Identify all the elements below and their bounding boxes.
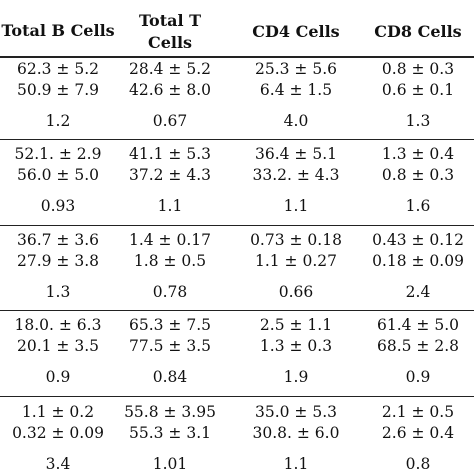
ratio-cell: 1.1 <box>283 455 309 473</box>
table-rule <box>0 139 474 140</box>
column-header: CD8 Cells <box>374 22 462 41</box>
table-cell: 41.1 ± 5.3 <box>128 145 211 163</box>
table-cell: 0.8 ± 0.3 <box>381 60 455 78</box>
table-cell: 1.1 ± 0.2 <box>21 403 95 421</box>
ratio-cell: 0.93 <box>40 197 76 215</box>
ratio-cell: 1.9 <box>283 368 309 386</box>
table-cell: 0.73 ± 0.18 <box>250 231 342 249</box>
table-cell: 36.7 ± 3.6 <box>16 231 99 249</box>
table-cell: 0.43 ± 0.12 <box>372 231 464 249</box>
table-rule <box>0 310 474 311</box>
table-cell: 55.8 ± 3.95 <box>124 403 216 421</box>
column-header: Total B Cells <box>1 21 115 40</box>
table-cell: 28.4 ± 5.2 <box>128 60 211 78</box>
table-cell: 37.2 ± 4.3 <box>128 166 211 184</box>
table-cell: 56.0 ± 5.0 <box>16 166 99 184</box>
table-cell: 33.2. ± 4.3 <box>252 166 340 184</box>
table-cell: 1.4 ± 0.17 <box>128 231 211 249</box>
table-cell: 2.5 ± 1.1 <box>259 316 333 334</box>
ratio-cell: 1.3 <box>45 283 71 301</box>
column-header: CD4 Cells <box>252 22 340 41</box>
table-cell: 50.9 ± 7.9 <box>16 81 99 99</box>
table-cell: 55.3 ± 3.1 <box>128 424 211 442</box>
ratio-cell: 0.9 <box>45 368 71 386</box>
ratio-cell: 2.4 <box>405 283 431 301</box>
table-cell: 68.5 ± 2.8 <box>376 337 459 355</box>
table-cell: 30.8. ± 6.0 <box>252 424 340 442</box>
table-cell: 0.18 ± 0.09 <box>372 252 464 270</box>
ratio-cell: 1.6 <box>405 197 431 215</box>
table-cell: 61.4 ± 5.0 <box>376 316 459 334</box>
table-cell: 1.3 ± 0.4 <box>381 145 455 163</box>
table-rule <box>0 396 474 397</box>
column-header: Total T Cells <box>138 11 202 52</box>
ratio-cell: 1.1 <box>283 197 309 215</box>
table-cell: 20.1 ± 3.5 <box>16 337 99 355</box>
ratio-cell: 0.8 <box>405 455 431 473</box>
table-cell: 25.3 ± 5.6 <box>254 60 337 78</box>
table-cell: 1.1 ± 0.27 <box>254 252 337 270</box>
table-rule <box>0 56 474 58</box>
ratio-cell: 1.2 <box>45 112 71 130</box>
table-cell: 62.3 ± 5.2 <box>16 60 99 78</box>
table-cell: 18.0. ± 6.3 <box>14 316 102 334</box>
ratio-cell: 0.9 <box>405 368 431 386</box>
table-cell: 0.6 ± 0.1 <box>381 81 455 99</box>
table-cell: 27.9 ± 3.8 <box>16 252 99 270</box>
table-cell: 36.4 ± 5.1 <box>254 145 337 163</box>
table-cell: 1.8 ± 0.5 <box>133 252 207 270</box>
ratio-cell: 0.78 <box>152 283 188 301</box>
ratio-cell: 0.66 <box>278 283 314 301</box>
table-rule <box>0 225 474 226</box>
ratio-cell: 1.1 <box>157 197 183 215</box>
table-cell: 2.6 ± 0.4 <box>381 424 455 442</box>
table-cell: 65.3 ± 7.5 <box>128 316 211 334</box>
table-cell: 6.4 ± 1.5 <box>259 81 333 99</box>
ratio-cell: 1.3 <box>405 112 431 130</box>
table-cell: 35.0 ± 5.3 <box>254 403 337 421</box>
table-cell: 42.6 ± 8.0 <box>128 81 211 99</box>
ratio-cell: 1.01 <box>152 455 188 473</box>
table-cell: 1.3 ± 0.3 <box>259 337 333 355</box>
ratio-cell: 3.4 <box>45 455 71 473</box>
table-cell: 0.32 ± 0.09 <box>12 424 104 442</box>
table-cell: 2.1 ± 0.5 <box>381 403 455 421</box>
table-cell: 52.1. ± 2.9 <box>14 145 102 163</box>
ratio-cell: 4.0 <box>283 112 309 130</box>
ratio-cell: 0.84 <box>152 368 188 386</box>
table-cell: 77.5 ± 3.5 <box>128 337 211 355</box>
ratio-cell: 0.67 <box>152 112 188 130</box>
table-cell: 0.8 ± 0.3 <box>381 166 455 184</box>
